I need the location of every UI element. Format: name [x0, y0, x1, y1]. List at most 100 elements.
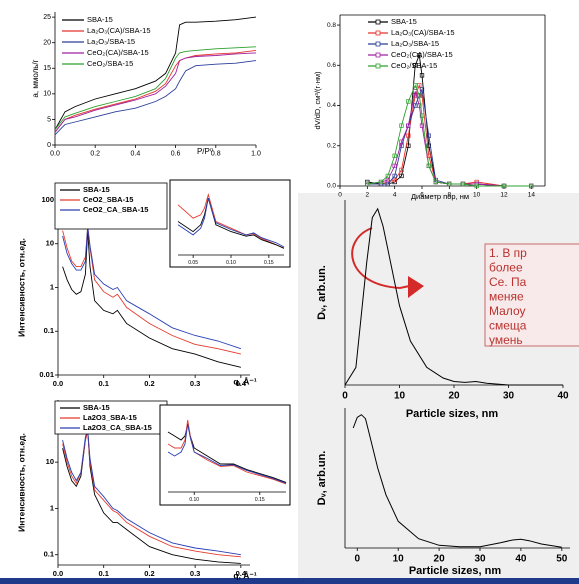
y-tick-label: 0.01 — [39, 370, 54, 379]
series-line — [54, 52, 257, 133]
series-line — [62, 226, 242, 355]
x-tick-label: 0.2 — [144, 569, 154, 578]
x-tick-label: 0.0 — [53, 569, 63, 578]
legend-label: CeO₂/SBA-15 — [391, 61, 437, 70]
legend-label: La2O3_CA_SBA-15 — [83, 423, 152, 432]
y-tick-label: 0.6 — [327, 62, 336, 69]
marker — [529, 183, 534, 189]
x-axis-label: P/P⁰ — [197, 147, 213, 156]
x-tick-label: 12 — [500, 191, 508, 198]
x-tick-label: 30 — [474, 554, 486, 565]
marker — [419, 93, 425, 98]
legend-label: CeO₂(CA)/SBA-15 — [87, 48, 149, 57]
x-tick-label: 10 — [393, 554, 405, 565]
legend-label: CeO2_SBA-15 — [83, 195, 133, 204]
y-tick-label: 0.4 — [327, 102, 336, 109]
y-tick-label: 1 — [50, 282, 54, 291]
series-line — [54, 16, 257, 130]
x-tick-label: 1.0 — [251, 151, 261, 158]
note-line: Се. Па — [489, 275, 527, 289]
series-line — [367, 83, 532, 187]
y-tick-label: 1 — [50, 503, 54, 512]
legend-marker — [375, 30, 381, 36]
x-axis-label: Диаметр пор, нм — [411, 192, 469, 201]
legend-label: SBA-15 — [83, 403, 110, 412]
x-tick-label: 0.0 — [53, 379, 63, 388]
x-tick-label: 0.8 — [211, 151, 221, 158]
legend-marker — [375, 41, 381, 47]
x-tick-label: 0.4 — [236, 569, 247, 578]
x-tick-label: 20 — [434, 554, 446, 565]
note-box — [484, 243, 579, 347]
marker — [385, 181, 390, 187]
chart: 0.10 0.15 — [159, 404, 291, 506]
series-line — [367, 91, 532, 187]
legend-label: SBA-15 — [87, 15, 113, 24]
chart: 0.0 0.1 0.2 0.3 0.4 0.01 0.1 1 10 100 q, Å⁻¹ Интенс… — [16, 182, 257, 388]
inset-frame — [169, 179, 291, 268]
series-line — [62, 431, 241, 558]
series-line — [62, 226, 242, 350]
legend-marker — [375, 19, 381, 25]
marker — [399, 143, 404, 148]
legend-marker — [375, 63, 381, 69]
x-tick-label: 2 — [366, 191, 370, 198]
y-tick-label: 0.2 — [327, 142, 336, 149]
x-tick-label: 0 — [342, 391, 348, 402]
x-axis-label: Particle sizes, nm — [406, 408, 499, 420]
marker — [406, 99, 411, 104]
series-line — [177, 197, 285, 249]
series-line — [344, 207, 563, 386]
x-tick-label: 14 — [528, 191, 536, 198]
note-line: Малоу — [489, 304, 525, 318]
marker — [392, 173, 397, 179]
series-line — [352, 414, 562, 548]
marker — [447, 181, 452, 187]
x-tick-label: 6 — [420, 191, 424, 198]
marker — [399, 139, 404, 144]
inset-frame — [159, 404, 291, 506]
marker — [385, 177, 390, 183]
series-line — [167, 423, 287, 483]
chart: 0.0 0.1 0.2 0.3 0.4 0.1 1 10 q, Å⁻¹ Интенсивность… — [16, 400, 257, 580]
y-axis-label: a, ммоль/г — [31, 59, 40, 97]
legend-label: La2O3_SBA-15 — [83, 413, 137, 422]
marker — [385, 173, 390, 179]
marker — [419, 73, 425, 78]
y-tick-label: 25 — [43, 14, 51, 21]
marker — [413, 83, 418, 88]
marker — [406, 123, 411, 128]
marker — [426, 163, 431, 169]
marker — [413, 63, 418, 68]
x-tick-label: 0.3 — [190, 569, 200, 578]
legend-label: La₂O₃(CA)/SBA-15 — [87, 26, 151, 35]
x-tick-label: 0.1 — [98, 569, 108, 578]
x-tick-label: 0.1 — [98, 379, 108, 388]
series-line — [367, 84, 532, 187]
note-line: меняе — [489, 290, 524, 304]
x-tick-label: 0.3 — [190, 379, 200, 388]
note-line: 1. В пр — [489, 246, 527, 260]
note-line: умень — [489, 333, 523, 347]
x-tick-label: 0.4 — [236, 379, 247, 388]
y-tick-label: 100 — [41, 195, 54, 204]
marker — [392, 153, 397, 158]
x-tick-label: 8 — [448, 191, 452, 198]
y-tick-label: 10 — [46, 457, 54, 466]
marker — [399, 173, 404, 179]
x-axis-label: Particle sizes, nm — [409, 565, 502, 577]
y-tick-label: 10 — [46, 239, 54, 248]
x-tick-label: 0.6 — [171, 151, 181, 158]
y-tick-label: 10 — [43, 91, 51, 98]
x-tick-label: 0.10 — [189, 497, 199, 503]
y-tick-label: 0.1 — [44, 550, 54, 559]
x-tick-label: 0.15 — [255, 497, 265, 503]
chart: 0 10 20 30 40 Particle sizes, nm Dᵥ, arb.un. — [316, 200, 569, 420]
legend-marker — [375, 52, 381, 58]
x-tick-label: 40 — [515, 554, 527, 565]
x-tick-label: 10 — [473, 191, 481, 198]
x-tick-label: 0.15 — [264, 260, 274, 266]
legend-label: CeO₂(CA)/SBA-15 — [391, 50, 453, 59]
